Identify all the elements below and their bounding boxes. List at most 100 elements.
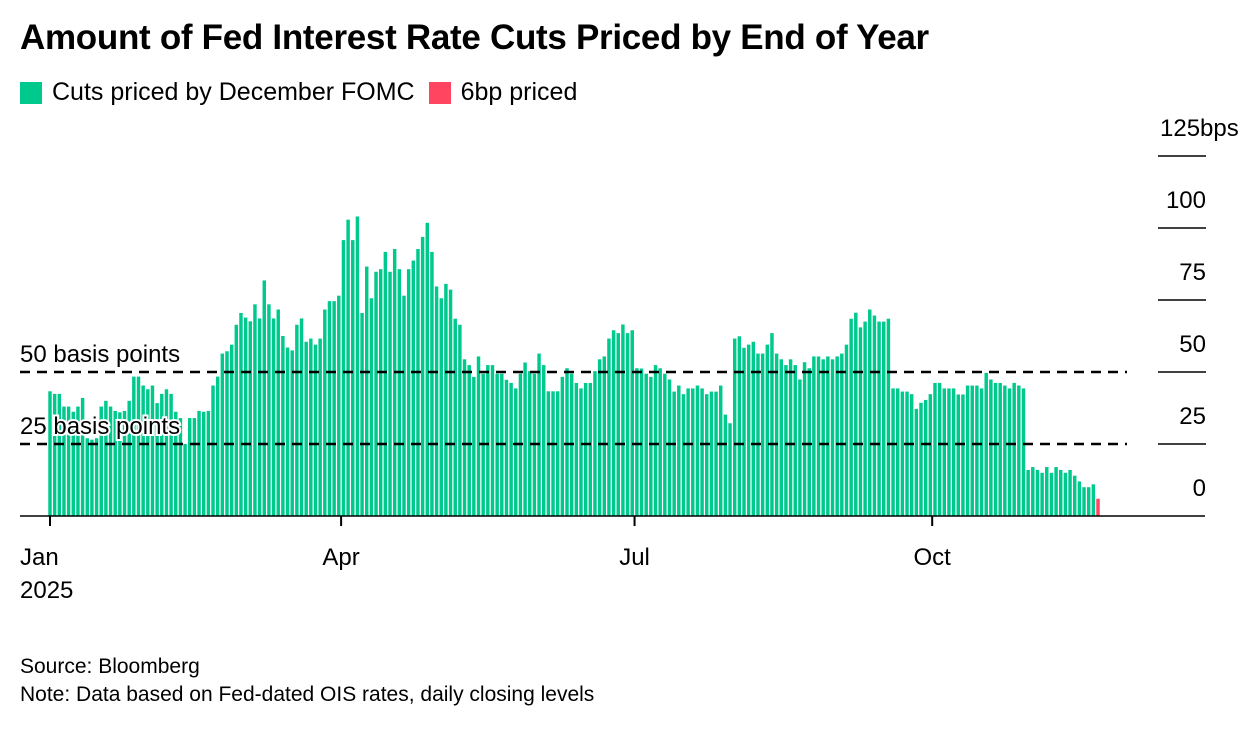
bar [509, 382, 513, 516]
reference-line-label: 25 basis points [20, 413, 180, 440]
bar [607, 338, 611, 516]
bar [57, 393, 62, 516]
bar [858, 327, 863, 516]
bar [667, 379, 672, 516]
bar [658, 368, 662, 516]
bar [490, 365, 495, 516]
bar [248, 321, 253, 516]
bar [928, 394, 933, 516]
bar [1049, 472, 1054, 516]
reference-line-label: 50 basis points [20, 341, 180, 368]
bar [686, 388, 690, 516]
bar [812, 356, 816, 516]
bar [467, 365, 471, 516]
bar [155, 403, 159, 516]
bar [677, 385, 681, 516]
bar [453, 318, 457, 516]
bar [663, 373, 667, 516]
bar [746, 344, 751, 516]
x-tick-label: Oct [914, 544, 952, 571]
bar [229, 344, 234, 516]
bar [863, 321, 867, 516]
bar [681, 394, 686, 516]
bar [374, 271, 378, 516]
bar [299, 318, 304, 516]
bar [798, 379, 802, 516]
bar [341, 240, 346, 516]
bar [327, 301, 332, 516]
bar [728, 423, 732, 516]
bar [583, 382, 588, 516]
bar [914, 408, 919, 516]
y-axis: 0 25 50 75 100 125bps [20, 115, 1239, 517]
bar [821, 359, 825, 516]
bar [891, 388, 895, 516]
bar [174, 411, 178, 516]
bar [392, 249, 397, 517]
bar [718, 385, 723, 516]
bar [402, 295, 406, 516]
bar [630, 330, 634, 516]
bar [1007, 388, 1012, 516]
bar [444, 283, 448, 516]
bar [877, 321, 881, 516]
bar [1072, 475, 1077, 516]
bar [1063, 472, 1068, 516]
bar [122, 410, 127, 516]
bar [835, 356, 839, 516]
bar [816, 356, 821, 516]
bar [933, 382, 937, 516]
bar [267, 304, 271, 516]
bar [653, 365, 658, 516]
bar [1054, 467, 1058, 516]
bar [108, 406, 113, 516]
bar [1082, 487, 1086, 516]
bar [937, 382, 942, 516]
bar [253, 304, 257, 516]
bars [48, 216, 1100, 517]
bar [318, 338, 322, 516]
bar [434, 286, 439, 516]
bar [514, 388, 518, 516]
x-tick-label: Jul [619, 544, 650, 571]
bar [1017, 385, 1021, 516]
legend-swatch-red [428, 81, 451, 104]
bar [909, 394, 914, 516]
bar [574, 382, 579, 516]
bar [262, 280, 266, 516]
footer: Source: Bloomberg Note: Data based on Fe… [20, 653, 594, 709]
bar [211, 385, 215, 516]
bar [565, 368, 569, 516]
bar [257, 318, 262, 516]
bar [830, 359, 835, 516]
bar [113, 410, 117, 516]
bar [337, 295, 341, 516]
bar [784, 365, 788, 516]
bar [621, 324, 625, 516]
y-tick-label: 75 [1179, 259, 1206, 286]
bar [462, 359, 467, 516]
bar [854, 312, 858, 516]
bar [802, 362, 807, 516]
legend-item-6bp: 6bp priced [428, 78, 577, 107]
legend-item-cuts: Cuts priced by December FOMC [20, 78, 415, 107]
bar [723, 414, 728, 516]
bar [206, 410, 211, 516]
bar-highlight [1096, 498, 1100, 516]
bar [425, 222, 430, 517]
bar [397, 269, 402, 516]
bar [439, 298, 443, 516]
bar [742, 347, 746, 516]
bar [271, 318, 276, 516]
bar [714, 391, 718, 516]
bar [1026, 469, 1030, 516]
bar [872, 315, 877, 516]
bar [62, 406, 66, 516]
bar [239, 312, 243, 516]
bar [732, 338, 737, 516]
bar [923, 399, 928, 516]
bar [178, 418, 183, 516]
bar [537, 353, 541, 516]
y-tick-label: 25 [1179, 403, 1206, 430]
